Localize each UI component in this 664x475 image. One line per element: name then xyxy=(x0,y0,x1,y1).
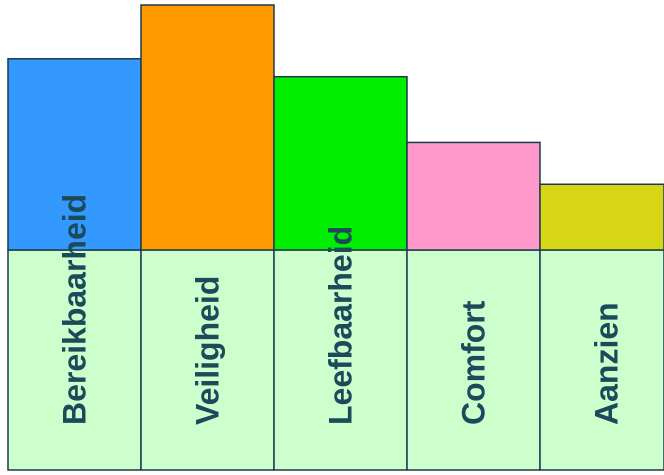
category-label-comfort: Comfort xyxy=(456,300,492,425)
category-label-group: Bereikbaarheid Veiligheid Leefbaarheid Comf… xyxy=(57,194,625,425)
label-panel-aanzien xyxy=(539,249,664,471)
label-panel-comfort xyxy=(406,249,541,471)
label-panel-bereikbaarheid xyxy=(7,249,142,471)
category-label-aanzien: Aanzien xyxy=(589,302,625,425)
category-label-leefbaarheid: Leefbaarheid xyxy=(323,226,359,425)
bar-leefbaarheid xyxy=(273,75,408,251)
bar-comfort xyxy=(406,141,541,251)
label-panel-veiligheid xyxy=(140,249,275,471)
category-label-bereikbaarheid: Bereikbaarheid xyxy=(57,194,93,425)
bar-bereikbaarheid xyxy=(7,58,142,251)
bar-aanzien xyxy=(539,183,664,251)
bar-veiligheid xyxy=(140,4,275,251)
category-label-veiligheid: Veiligheid xyxy=(190,276,226,425)
bar-group xyxy=(7,4,664,251)
